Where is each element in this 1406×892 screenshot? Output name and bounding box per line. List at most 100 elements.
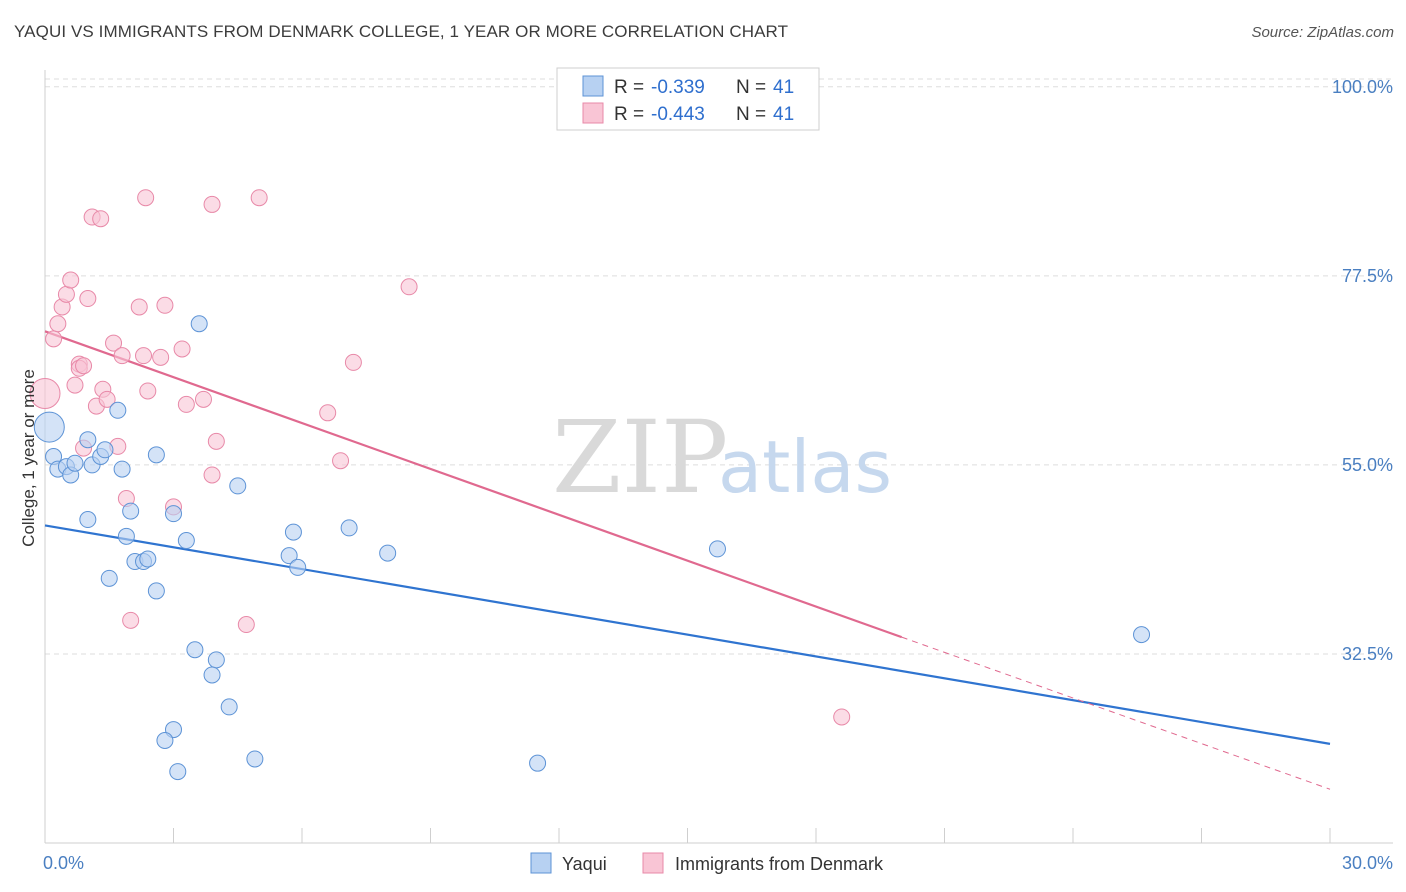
- denmark-point: [203, 195, 221, 213]
- denmark-point: [79, 290, 97, 308]
- yaqui-point: [33, 411, 65, 443]
- watermark-atlas: atlas: [718, 425, 892, 509]
- denmark-point: [49, 315, 67, 333]
- denmark-point: [92, 210, 110, 228]
- yaqui-point: [379, 544, 397, 562]
- y-tick-labels: 32.5% 55.0% 77.5% 100.0%: [1332, 77, 1393, 664]
- legend-denmark-swatch: [582, 102, 604, 124]
- denmark-point: [207, 432, 225, 450]
- denmark-point: [319, 404, 337, 422]
- yaqui-point: [529, 754, 547, 772]
- yaqui-point: [177, 532, 195, 550]
- legend-r-value-1: -0.339: [651, 77, 705, 98]
- x-tick-labels: 0.0% 30.0%: [43, 853, 1393, 873]
- source-label: Source: ZipAtlas.com: [1251, 24, 1394, 41]
- denmark-point: [156, 296, 174, 314]
- watermark: ZIP atlas: [552, 399, 892, 516]
- yaqui-point: [284, 523, 302, 541]
- yaqui-point: [220, 698, 238, 716]
- x-tick-label: 30.0%: [1342, 853, 1393, 873]
- yaqui-point: [79, 431, 97, 449]
- legend-item-denmark: Immigrants from Denmark: [675, 854, 884, 874]
- denmark-point: [122, 611, 140, 629]
- denmark-point: [62, 271, 80, 289]
- yaqui-point: [147, 582, 165, 600]
- legend-r-label-2: R =: [614, 104, 644, 125]
- y-axis-title: College, 1 year or more: [19, 369, 38, 547]
- yaqui-point: [113, 460, 131, 478]
- legend-n-label-2: N =: [736, 104, 766, 125]
- yaqui-point: [1133, 626, 1151, 644]
- denmark-point: [203, 466, 221, 484]
- yaqui-trend-line: [44, 524, 1331, 745]
- yaqui-point: [147, 446, 165, 464]
- yaqui-point: [229, 477, 247, 495]
- y-tick-label: 100.0%: [1332, 77, 1393, 97]
- denmark-point: [344, 353, 362, 371]
- watermark-zip: ZIP: [552, 399, 728, 516]
- yaqui-point: [340, 519, 358, 537]
- yaqui-point: [708, 540, 726, 558]
- legend-r-value-2: -0.443: [651, 104, 705, 125]
- denmark-point: [130, 298, 148, 316]
- denmark-point: [113, 347, 131, 365]
- yaqui-point: [186, 641, 204, 659]
- legend-item-yaqui: Yaqui: [562, 854, 607, 874]
- yaqui-point: [79, 511, 97, 529]
- legend-yaqui-swatch: [582, 75, 604, 97]
- denmark-point: [137, 189, 155, 207]
- series-legend: Yaqui Immigrants from Denmark: [530, 852, 884, 874]
- denmark-point: [98, 390, 116, 408]
- denmark-point: [29, 377, 61, 409]
- denmark-point: [75, 357, 93, 375]
- correlation-legend: R = -0.339 N = 41 R = -0.443 N = 41: [556, 67, 820, 131]
- yaqui-point: [169, 763, 187, 781]
- denmark-point: [237, 616, 255, 634]
- yaqui-point: [165, 505, 182, 523]
- legend-n-label-1: N =: [736, 77, 766, 98]
- denmark-point: [194, 390, 212, 408]
- grid-lines: [45, 78, 1393, 655]
- yaqui-point: [190, 315, 208, 333]
- axes: [44, 70, 1393, 844]
- denmark-point: [177, 395, 195, 413]
- yaqui-point: [117, 527, 135, 545]
- denmark-point: [332, 452, 350, 470]
- yaqui-point: [66, 454, 84, 472]
- yaqui-point: [289, 558, 307, 576]
- y-tick-label: 32.5%: [1342, 644, 1393, 664]
- denmark-point: [250, 189, 268, 207]
- denmark-trend-line: [44, 330, 903, 639]
- x-tick-label: 0.0%: [43, 853, 84, 873]
- legend-n-value-1: 41: [773, 77, 794, 98]
- denmark-point: [135, 347, 153, 365]
- legend-n-value-2: 41: [773, 104, 794, 125]
- y-tick-label: 77.5%: [1342, 266, 1393, 286]
- denmark-point: [833, 708, 851, 726]
- denmark-point: [400, 278, 418, 296]
- yaqui-point: [207, 651, 225, 669]
- yaqui-point: [246, 750, 264, 768]
- yaqui-point: [96, 441, 114, 459]
- chart-title: YAQUI VS IMMIGRANTS FROM DENMARK COLLEGE…: [14, 22, 789, 41]
- yaqui-point: [280, 547, 298, 565]
- denmark-point: [105, 334, 123, 352]
- yaqui-point: [139, 550, 157, 568]
- denmark-point: [57, 285, 75, 303]
- denmark-point: [152, 348, 170, 366]
- yaqui-point: [203, 666, 221, 684]
- trend-lines: [44, 330, 1331, 790]
- yaqui-point: [122, 502, 140, 520]
- y-tick-label: 55.0%: [1342, 455, 1393, 475]
- denmark-point: [45, 330, 63, 348]
- data-points: [29, 189, 1151, 781]
- legend-r-label-1: R =: [614, 77, 644, 98]
- legend-item-yaqui-swatch: [530, 852, 552, 874]
- denmark-trend-extension: [901, 636, 1331, 790]
- yaqui-point: [109, 401, 127, 419]
- denmark-point: [173, 340, 191, 358]
- denmark-point: [139, 382, 157, 400]
- denmark-point: [66, 376, 84, 394]
- legend-item-denmark-swatch: [642, 852, 664, 874]
